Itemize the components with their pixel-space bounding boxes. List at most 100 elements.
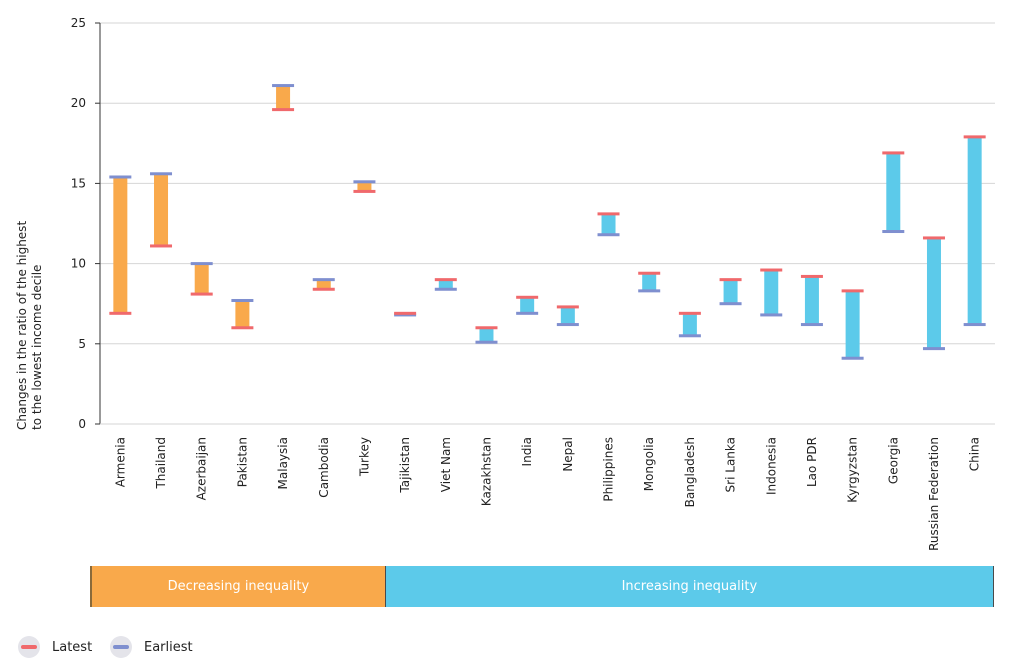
x-tick-label: Kyrgyzstan [846,437,860,503]
latest-marker-georgia [882,151,905,155]
x-tick-label: Azerbaijan [195,437,209,500]
x-tick-label: Lao PDR [805,437,819,487]
earliest-marker-bangladesh [678,334,701,338]
earliest-marker-lao-pdr [800,323,823,327]
x-tick-label: Georgia [886,437,900,484]
latest-marker-malaysia [272,108,295,112]
x-tick-label: Philippines [602,437,616,502]
grid [99,22,995,425]
latest-marker-russian-federation [922,236,945,240]
y-tick-label: 0 [78,417,86,431]
range-bar-kazakhstan [479,327,494,343]
x-tick-label: Turkey [357,437,371,477]
latest-marker-azerbaijan [190,292,213,296]
latest-marker-cambodia [312,287,335,291]
range-bar-bangladesh [682,313,697,336]
range-bar-india [520,297,535,314]
range-bar-viet-nam [438,279,453,290]
range-bar-azerbaijan [194,263,209,295]
range-bar-thailand [154,173,169,246]
range-bar-russian-federation [926,237,941,349]
earliest-marker-kazakhstan [475,340,498,344]
legend-label-latest: Latest [52,639,93,655]
earliest-marker-china [963,323,986,327]
earliest-marker-russian-federation [922,347,945,351]
latest-marker-mongolia [638,271,661,275]
group-bar-decreasing: Decreasing inequality [90,566,385,607]
earliest-marker-armenia [109,175,132,179]
legend-item-earliest: Earliest [110,636,193,658]
x-tick-label: Cambodia [317,437,331,498]
latest-marker-viet-nam [434,278,457,282]
range-bar-malaysia [276,85,291,110]
y-axis-title-line2: to the lowest income decile [30,265,44,430]
range-bar-pakistan [235,300,250,328]
x-tick-label: Malaysia [276,437,290,489]
group-label-decreasing: Decreasing inequality [167,579,310,594]
y-tick-label: 5 [78,337,86,351]
latest-swatch-icon [18,636,40,658]
y-tick-label: 15 [71,176,86,190]
range-bar-armenia [113,176,128,314]
x-tick-label: India [520,437,534,466]
latest-marker-tajikistan [394,311,417,315]
x-tick-label: Mongolia [642,437,656,491]
earliest-marker-nepal [556,323,579,327]
legend-label-earliest: Earliest [144,639,193,655]
range-bar-lao-pdr [804,276,819,325]
latest-marker-bangladesh [678,311,701,315]
earliest-marker-georgia [882,230,905,234]
range-bar-cambodia [316,279,331,290]
latest-marker-india [516,295,539,299]
latest-marker-philippines [597,212,620,216]
latest-marker-kazakhstan [475,326,498,330]
x-tick-label: Viet Nam [439,437,453,492]
latest-marker-thailand [150,244,173,248]
earliest-marker-thailand [150,172,173,176]
earliest-swatch-icon [110,636,132,658]
y-tick-label: 25 [71,16,86,30]
latest-marker-sri-lanka [719,278,742,282]
earliest-marker-pakistan [231,298,254,302]
earliest-marker-indonesia [760,313,783,317]
latest-marker-pakistan [231,326,254,330]
y-tick-label: 20 [71,96,86,110]
range-bar-philippines [601,213,616,235]
latest-marker-lao-pdr [800,274,823,278]
earliest-marker-sri-lanka [719,302,742,306]
range-bar-turkey [357,181,372,192]
earliest-marker-malaysia [272,84,295,88]
x-tick-label: Kazakhstan [479,437,493,506]
range-bar-nepal [560,306,575,325]
range-bar-china [967,136,982,325]
x-tick-label: China [968,437,982,471]
earliest-marker-viet-nam [434,287,457,291]
earliest-marker-tajikistan [394,313,417,317]
latest-marker-nepal [556,305,579,309]
range-bar-sri-lanka [723,279,738,304]
x-tick-label: Nepal [561,437,575,472]
x-tick-label: Russian Federation [927,437,941,551]
x-tick-label: Armenia [113,437,127,487]
x-tick-label: Bangladesh [683,437,697,507]
latest-marker-indonesia [760,268,783,272]
earliest-marker-cambodia [312,278,335,282]
group-label-increasing: Increasing inequality [621,579,758,594]
earliest-marker-india [516,311,539,315]
earliest-marker-turkey [353,180,376,184]
range-bar-indonesia [764,270,779,315]
legend-item-latest: Latest [18,636,92,658]
x-tick-label: Sri Lanka [724,437,738,492]
y-tick-label: 10 [71,257,86,271]
x-tick-label: Indonesia [764,437,778,495]
latest-marker-china [963,135,986,139]
earliest-marker-mongolia [638,289,661,293]
range-bar-kyrgyzstan [845,290,860,359]
x-tick-label: Pakistan [235,437,249,487]
x-tick-labels: Armenia Thailand Azerbaijan Pakistan Malaysi… [113,437,981,551]
range-bar-mongolia [642,273,657,291]
latest-marker-kyrgyzstan [841,289,864,293]
x-tick-label: Thailand [154,437,168,490]
y-axis-title-line1: Changes in the ratio of the highest [15,221,29,430]
